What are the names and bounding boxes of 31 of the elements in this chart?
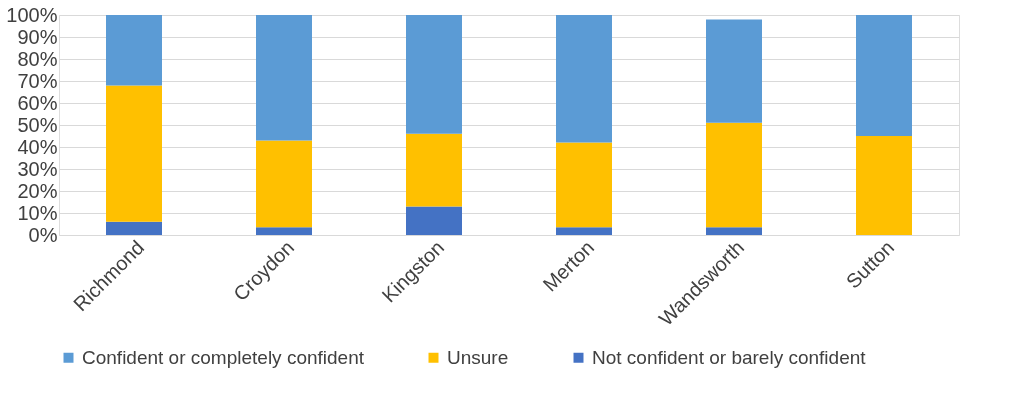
y-tick-label: 90% <box>17 25 58 48</box>
legend-label: Unsure <box>447 346 509 368</box>
bar <box>556 15 612 143</box>
y-tick-label: 40% <box>17 135 58 158</box>
bar <box>706 227 762 235</box>
y-tick-label: 20% <box>17 179 58 202</box>
bar <box>256 15 312 141</box>
legend-label: Confident or completely confident <box>82 346 365 368</box>
bar <box>106 221 162 235</box>
bar <box>256 227 312 235</box>
y-tick-label: 100% <box>6 3 58 26</box>
y-tick-label: 60% <box>17 91 58 114</box>
bar <box>406 15 462 134</box>
bar <box>106 15 162 86</box>
bar <box>706 19 762 123</box>
bar <box>256 140 312 228</box>
y-tick-label: 80% <box>17 47 58 70</box>
y-tick-label: 10% <box>17 201 58 224</box>
bar <box>706 122 762 228</box>
bar <box>556 227 612 235</box>
y-tick-label: 30% <box>17 157 58 180</box>
y-tick-label: 50% <box>17 113 58 136</box>
bar <box>856 136 912 235</box>
bar <box>106 85 162 222</box>
bar <box>856 15 912 136</box>
legend-label: Not confident or barely confident <box>592 346 867 368</box>
bar <box>406 206 462 235</box>
y-tick-label: 0% <box>28 223 58 246</box>
bar <box>406 133 462 207</box>
y-tick-label: 70% <box>17 69 58 92</box>
bar <box>556 142 612 228</box>
